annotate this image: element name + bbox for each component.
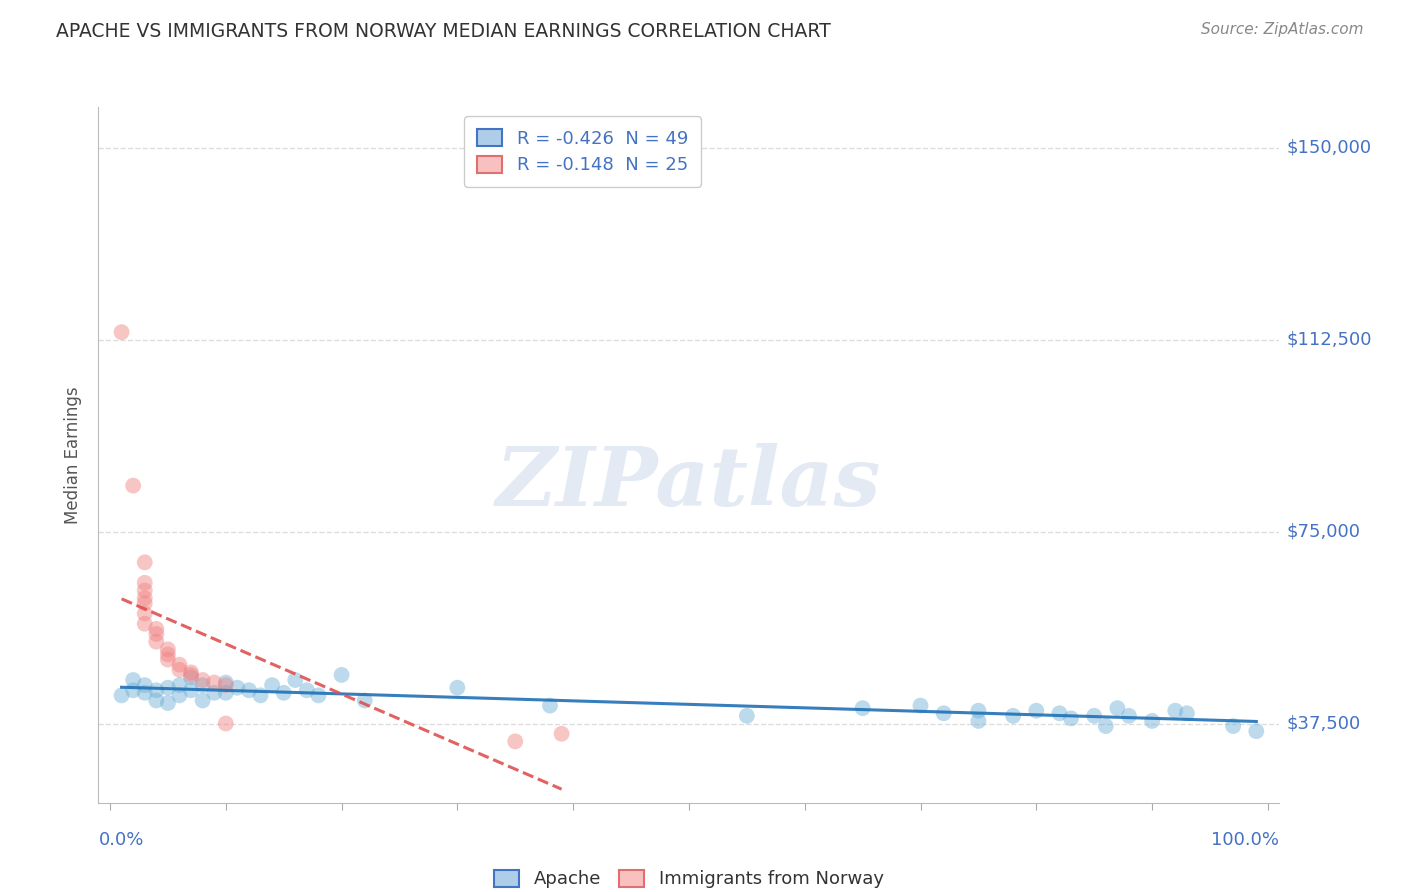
Point [145, 693, 167, 707]
Text: Source: ZipAtlas.com: Source: ZipAtlas.com [1201, 22, 1364, 37]
Point [156, 681, 179, 695]
Point [226, 681, 249, 695]
Point [156, 648, 179, 662]
Point [202, 686, 225, 700]
Point [1107, 701, 1129, 715]
Point [215, 678, 238, 692]
Point [1094, 719, 1116, 733]
Point [215, 675, 238, 690]
Point [1002, 708, 1025, 723]
Point [145, 627, 167, 641]
Text: $75,000: $75,000 [1286, 523, 1361, 541]
Point [110, 689, 132, 703]
Point [180, 670, 202, 684]
Legend: Apache, Immigrants from Norway: Apache, Immigrants from Norway [485, 861, 893, 892]
Point [1222, 719, 1244, 733]
Point [295, 683, 318, 698]
Text: $37,500: $37,500 [1286, 714, 1361, 732]
Point [353, 693, 375, 707]
Point [180, 683, 202, 698]
Text: 100.0%: 100.0% [1212, 831, 1279, 849]
Point [852, 701, 875, 715]
Point [202, 675, 225, 690]
Point [134, 596, 156, 610]
Point [145, 634, 167, 648]
Point [1083, 708, 1105, 723]
Point [134, 591, 156, 606]
Point [1175, 706, 1198, 721]
Point [735, 708, 758, 723]
Point [503, 734, 526, 748]
Point [967, 714, 990, 728]
Point [169, 678, 191, 692]
Point [169, 657, 191, 672]
Point [1025, 704, 1047, 718]
Point [134, 607, 156, 621]
Point [1246, 724, 1268, 739]
Point [1140, 714, 1163, 728]
Point [550, 727, 572, 741]
Point [122, 683, 145, 698]
Point [134, 575, 156, 590]
Point [910, 698, 932, 713]
Point [273, 686, 295, 700]
Text: ZIPatlas: ZIPatlas [496, 442, 882, 523]
Point [215, 716, 238, 731]
Point [330, 668, 353, 682]
Point [110, 325, 132, 339]
Point [180, 665, 202, 680]
Y-axis label: Median Earnings: Median Earnings [65, 386, 83, 524]
Point [180, 668, 202, 682]
Point [134, 686, 156, 700]
Point [156, 642, 179, 657]
Point [156, 652, 179, 666]
Point [156, 696, 179, 710]
Point [134, 678, 156, 692]
Point [134, 555, 156, 569]
Point [134, 583, 156, 598]
Point [134, 616, 156, 631]
Point [538, 698, 561, 713]
Point [249, 689, 271, 703]
Point [145, 683, 167, 698]
Point [169, 663, 191, 677]
Point [122, 673, 145, 687]
Point [215, 686, 238, 700]
Point [932, 706, 955, 721]
Point [169, 689, 191, 703]
Point [307, 689, 329, 703]
Point [191, 673, 214, 687]
Point [122, 478, 145, 492]
Point [284, 673, 307, 687]
Point [262, 678, 284, 692]
Text: $112,500: $112,500 [1286, 331, 1372, 349]
Point [1164, 704, 1187, 718]
Point [1049, 706, 1071, 721]
Text: 0.0%: 0.0% [98, 831, 143, 849]
Point [191, 678, 214, 692]
Point [191, 693, 214, 707]
Point [446, 681, 468, 695]
Text: APACHE VS IMMIGRANTS FROM NORWAY MEDIAN EARNINGS CORRELATION CHART: APACHE VS IMMIGRANTS FROM NORWAY MEDIAN … [56, 22, 831, 41]
Point [1118, 708, 1140, 723]
Point [238, 683, 260, 698]
Point [967, 704, 990, 718]
Point [1060, 711, 1083, 725]
Text: $150,000: $150,000 [1286, 139, 1372, 157]
Point [145, 622, 167, 636]
